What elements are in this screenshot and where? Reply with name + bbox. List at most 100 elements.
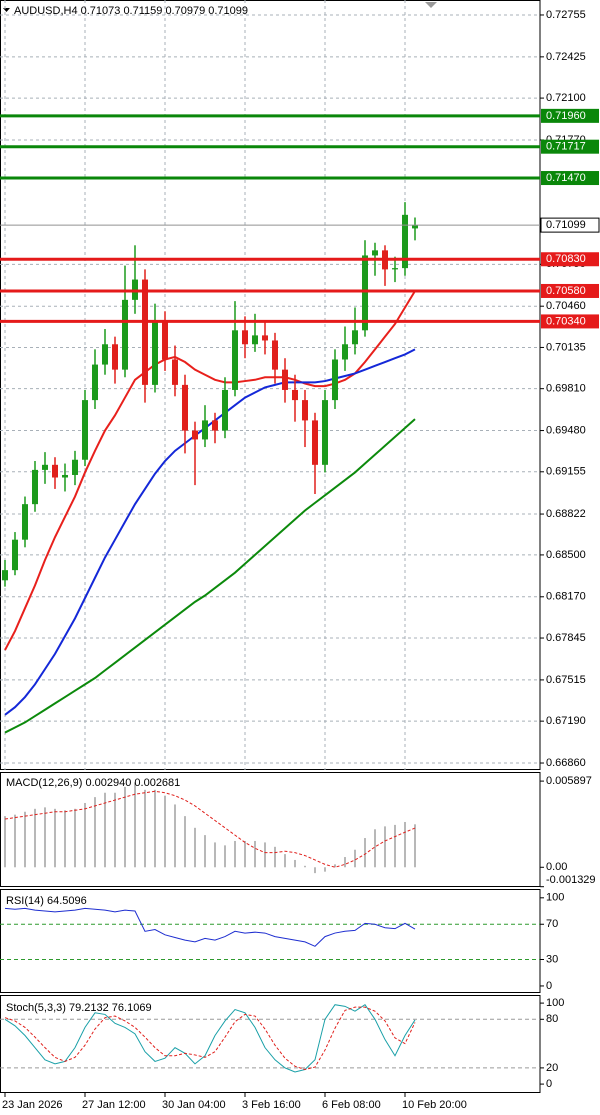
candle-body — [102, 344, 108, 365]
x-tick-label: 3 Feb 16:00 — [242, 1099, 301, 1111]
macd-bar — [294, 859, 296, 868]
moving-average — [4, 290, 416, 651]
level-label: 0.70830 — [546, 253, 586, 265]
y-tick-label: 30 — [546, 953, 558, 965]
macd-bar — [164, 795, 166, 868]
macd-bar — [4, 816, 6, 868]
candle-body — [152, 320, 158, 385]
candle-body — [72, 459, 78, 475]
macd-bar — [284, 854, 286, 868]
level-label: 0.71960 — [546, 110, 586, 122]
candle-body — [92, 364, 98, 401]
y-tick-label: -0.001329 — [546, 874, 596, 886]
macd-bar — [34, 808, 36, 868]
candle-body — [2, 570, 8, 581]
shift-marker — [425, 2, 437, 8]
macd-bar — [124, 786, 126, 868]
candle-body — [212, 420, 218, 431]
candle-body — [162, 320, 168, 360]
candle-body — [332, 359, 338, 401]
macd-bar — [264, 842, 266, 868]
x-tick-label: 27 Jan 12:00 — [82, 1099, 146, 1111]
macd-bar — [334, 864, 336, 868]
macd-bar — [314, 867, 316, 874]
macd-bar — [94, 797, 96, 868]
macd-bar — [354, 849, 356, 868]
level-label-box — [541, 314, 599, 329]
macd-bar — [64, 810, 66, 868]
moving-average — [4, 418, 416, 734]
candle-body — [372, 250, 378, 256]
x-tick-label: 10 Feb 20:00 — [402, 1099, 467, 1111]
candle-body — [22, 504, 28, 540]
candle-body — [312, 420, 318, 465]
candle-body — [182, 384, 188, 431]
y-tick-label: 0.005897 — [546, 775, 592, 787]
candle-body — [232, 330, 238, 390]
y-tick-label: 0.72755 — [546, 9, 586, 21]
macd-bar — [394, 824, 396, 868]
macd-bar — [224, 845, 226, 868]
candle-body — [342, 344, 348, 360]
candle-body — [282, 369, 288, 390]
pane-frame — [0, 772, 541, 887]
macd-bar — [144, 789, 146, 868]
macd-bar — [134, 782, 136, 868]
indicator-line — [4, 907, 416, 947]
candle-body — [252, 335, 258, 345]
macd-bar — [384, 826, 386, 868]
macd-bar — [74, 808, 76, 868]
y-tick-label: 0.67845 — [546, 632, 586, 644]
candle-body — [292, 389, 298, 401]
pane-title: Stoch(5,3,3) 79.2132 76.1069 — [6, 1002, 152, 1014]
y-tick-label: 0.70135 — [546, 341, 586, 353]
candle-body — [32, 469, 38, 505]
y-tick-label: 0.67190 — [546, 715, 586, 727]
y-tick-label: 0.72100 — [546, 92, 586, 104]
candle-body — [402, 214, 408, 269]
candle-body — [392, 268, 398, 270]
indicator-line — [4, 1006, 416, 1071]
y-tick-label: 0.68822 — [546, 508, 586, 520]
candle-body — [172, 359, 178, 385]
macd-bar — [364, 838, 366, 868]
macd-bar — [44, 807, 46, 868]
macd-bar — [254, 840, 256, 868]
y-tick-label: 0.68500 — [546, 549, 586, 561]
level-label: 0.71470 — [546, 172, 586, 184]
candle-body — [352, 330, 358, 345]
candle-body — [302, 400, 308, 421]
indicator-line — [4, 1004, 416, 1073]
level-label-box — [541, 283, 599, 298]
macd-bar — [174, 804, 176, 868]
candle-body — [262, 335, 268, 341]
candle-body — [362, 255, 368, 331]
macd-bar — [274, 846, 276, 868]
candle-body — [12, 539, 18, 571]
pane-frame — [0, 889, 541, 993]
level-label-box — [541, 139, 599, 154]
candle-body — [272, 340, 278, 370]
candle-body — [202, 420, 208, 440]
pane-title: MACD(12,26,9) 0.002940 0.002681 — [6, 777, 180, 789]
macd-bar — [184, 816, 186, 868]
macd-bar — [404, 821, 406, 868]
candle-body — [42, 464, 48, 470]
y-tick-label: 0 — [546, 980, 552, 992]
macd-bar — [324, 867, 326, 872]
macd-signal — [4, 790, 416, 868]
y-tick-label: 0.69480 — [546, 424, 586, 436]
macd-bar — [114, 792, 116, 868]
y-tick-label: 70 — [546, 918, 558, 930]
y-tick-label: 0.72425 — [546, 51, 586, 63]
macd-bar — [214, 842, 216, 868]
x-tick-label: 6 Feb 08:00 — [322, 1099, 381, 1111]
y-tick-label: 100 — [546, 892, 564, 904]
y-tick-label: 0.70460 — [546, 300, 586, 312]
macd-bar — [344, 857, 346, 868]
y-tick-label: 100 — [546, 997, 564, 1009]
macd-bar — [54, 808, 56, 868]
macd-bar — [104, 792, 106, 868]
y-tick-label: 0.66860 — [546, 757, 586, 769]
candle-body — [322, 400, 328, 465]
